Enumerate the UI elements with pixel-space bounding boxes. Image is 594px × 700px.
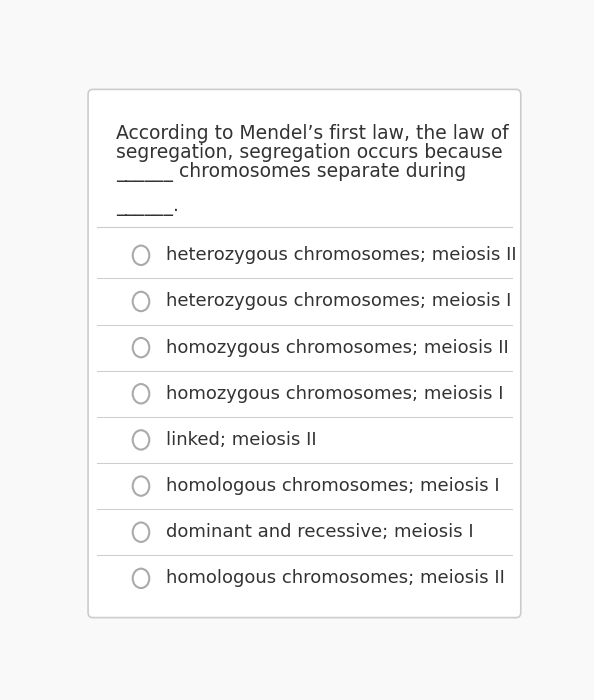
Text: heterozygous chromosomes; meiosis II: heterozygous chromosomes; meiosis II bbox=[166, 246, 517, 265]
Text: homozygous chromosomes; meiosis I: homozygous chromosomes; meiosis I bbox=[166, 385, 504, 402]
Text: dominant and recessive; meiosis I: dominant and recessive; meiosis I bbox=[166, 523, 474, 541]
Text: ______.: ______. bbox=[116, 197, 179, 216]
Text: segregation, segregation occurs because: segregation, segregation occurs because bbox=[116, 144, 503, 162]
Text: homozygous chromosomes; meiosis II: homozygous chromosomes; meiosis II bbox=[166, 339, 509, 356]
Text: homologous chromosomes; meiosis I: homologous chromosomes; meiosis I bbox=[166, 477, 500, 495]
Text: heterozygous chromosomes; meiosis I: heterozygous chromosomes; meiosis I bbox=[166, 293, 511, 311]
Text: ______ chromosomes separate during: ______ chromosomes separate during bbox=[116, 162, 466, 182]
Text: homologous chromosomes; meiosis II: homologous chromosomes; meiosis II bbox=[166, 569, 505, 587]
FancyBboxPatch shape bbox=[88, 90, 521, 617]
Text: linked; meiosis II: linked; meiosis II bbox=[166, 431, 317, 449]
Text: According to Mendel’s first law, the law of: According to Mendel’s first law, the law… bbox=[116, 125, 508, 144]
